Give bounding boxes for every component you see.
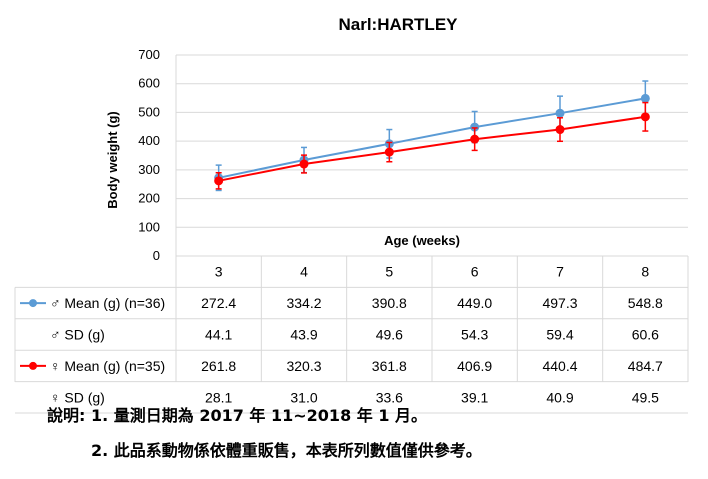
table-cell: 406.9 <box>457 358 492 374</box>
data-table: 3 4 5 6 7 8 ♂ Mean (g) (n=36) 272.4 334.2 390.8 44… <box>14 255 689 414</box>
data-point <box>555 125 565 135</box>
table-cell: 31.0 <box>290 389 317 405</box>
data-point <box>470 122 480 132</box>
x-axis-label: Age (weeks) <box>384 233 460 248</box>
data-point <box>555 108 565 118</box>
grid-lines <box>175 54 688 257</box>
table-cell: 449.0 <box>457 295 492 311</box>
y-tick-labels: 0 100 200 300 400 500 600 700 <box>138 47 160 263</box>
note-line-2: 2. 此品系動物係依體重販售，本表所列數值僅供參考。 <box>91 441 482 460</box>
y-tick-label: 100 <box>138 219 160 234</box>
data-point <box>640 112 650 122</box>
data-point <box>384 147 394 157</box>
y-axis-label: Body weight (g) <box>105 111 120 209</box>
series-2 <box>214 101 650 190</box>
table-cell: 390.8 <box>372 295 407 311</box>
series-line <box>218 115 646 182</box>
table-cell: 54.3 <box>461 327 488 343</box>
table-cell: 440.4 <box>542 358 577 374</box>
table-cell: 334.2 <box>286 295 321 311</box>
table-cell: 49.6 <box>376 327 403 343</box>
x-tick-label: 4 <box>300 264 308 280</box>
chart-title: Narl:HARTLEY <box>338 15 458 34</box>
x-tick-label: 6 <box>471 264 479 280</box>
table-cell: 548.8 <box>628 295 663 311</box>
table-cell: 59.4 <box>546 327 573 343</box>
x-tick-label: 3 <box>215 264 223 280</box>
series-line <box>218 97 646 179</box>
table-cell: 361.8 <box>372 358 407 374</box>
table-cell: 261.8 <box>201 358 236 374</box>
table-cell: 60.6 <box>632 327 659 343</box>
table-cell: 33.6 <box>376 389 403 405</box>
y-tick-label: 600 <box>138 76 160 91</box>
series-layer <box>214 80 650 192</box>
y-tick-label: 400 <box>138 133 160 148</box>
y-tick-label: 0 <box>153 248 160 263</box>
note-line-1: 說明: 1. 量測日期為 2017 年 11~2018 年 1 月。 <box>47 406 428 425</box>
series-1 <box>214 80 650 192</box>
y-tick-label: 700 <box>138 47 160 62</box>
y-tick-label: 500 <box>138 104 160 119</box>
table-cell: 272.4 <box>201 295 236 311</box>
table-row-label: ♀ Mean (g) (n=35) <box>50 358 165 374</box>
legend-marker <box>29 299 37 308</box>
table-cell: 320.3 <box>286 358 321 374</box>
x-tick-label: 5 <box>385 264 393 280</box>
y-tick-label: 300 <box>138 162 160 177</box>
table-cell: 484.7 <box>628 358 663 374</box>
table-cell: 28.1 <box>205 389 232 405</box>
table-cell: 497.3 <box>542 295 577 311</box>
x-tick-label: 7 <box>556 264 564 280</box>
table-row-label: ♂ SD (g) <box>50 327 105 343</box>
data-point <box>470 134 480 144</box>
table-row-label: ♀ SD (g) <box>50 389 105 405</box>
data-point <box>214 176 224 186</box>
table-cell: 43.9 <box>290 327 317 343</box>
table-cell: 44.1 <box>205 327 232 343</box>
table-cell: 40.9 <box>546 389 573 405</box>
legend-marker <box>29 361 37 370</box>
x-tick-label: 8 <box>641 264 649 280</box>
data-point <box>299 159 309 169</box>
table-row-label: ♂ Mean (g) (n=36) <box>50 295 165 311</box>
table-cell: 49.5 <box>632 389 659 405</box>
data-point <box>640 93 650 103</box>
table-cell: 39.1 <box>461 389 488 405</box>
y-tick-label: 200 <box>138 191 160 206</box>
